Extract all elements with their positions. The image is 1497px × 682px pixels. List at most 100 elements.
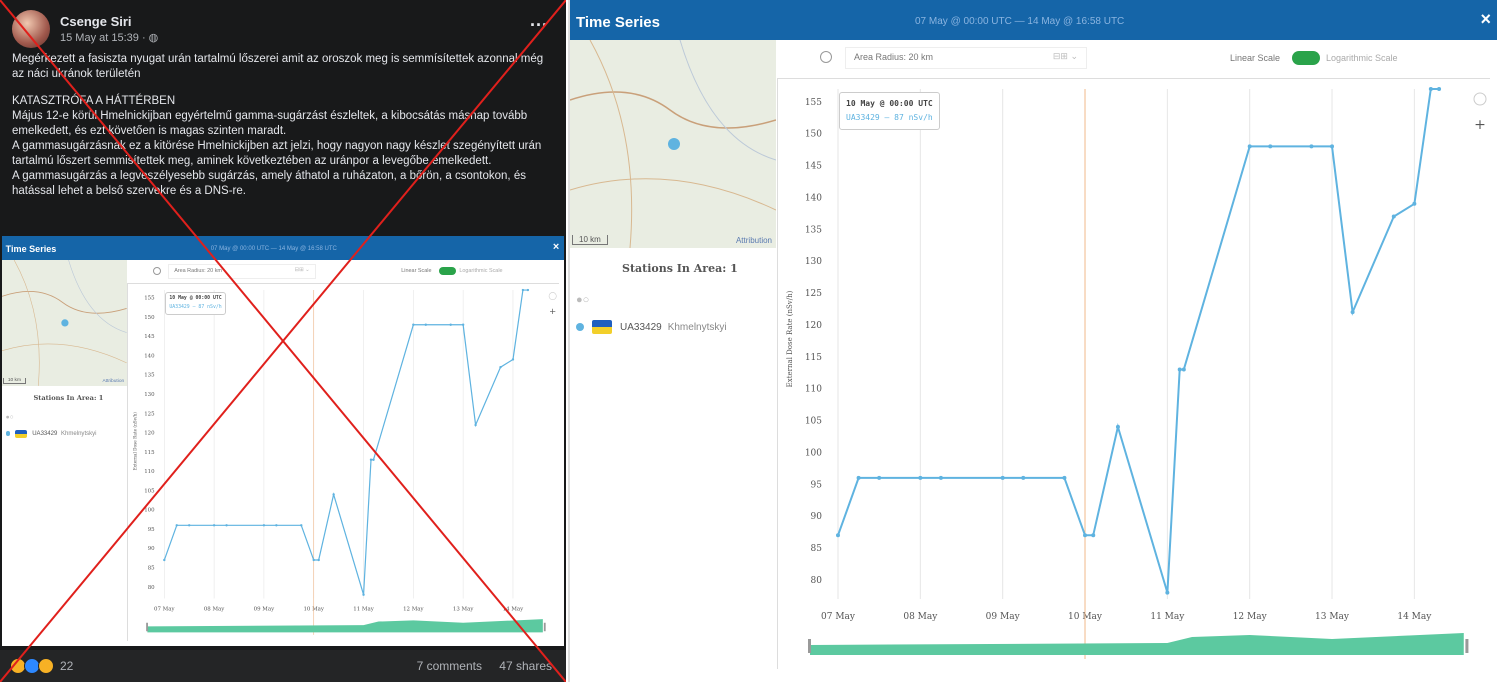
range-handle-left[interactable] xyxy=(146,622,149,632)
data-point[interactable] xyxy=(300,524,303,527)
data-point[interactable] xyxy=(332,493,336,496)
data-point[interactable] xyxy=(1350,310,1355,315)
info-icon[interactable] xyxy=(1473,92,1487,106)
data-point[interactable] xyxy=(424,323,428,327)
data-point[interactable] xyxy=(1062,475,1067,480)
zoom-in-icon[interactable]: + xyxy=(1474,117,1486,133)
range-navigator[interactable] xyxy=(147,619,544,633)
data-point[interactable] xyxy=(262,524,266,527)
data-point[interactable] xyxy=(1000,475,1005,480)
chart-area[interactable]: 07 May 08 May 09 May 10 May 11 May 12 May 13 M… xyxy=(127,283,559,642)
shares-link[interactable]: 47 shares xyxy=(499,659,552,673)
post-header: Csenge Siri 15 May at 15:39 · ◍ xyxy=(12,10,158,48)
scale-toggle[interactable] xyxy=(1292,51,1320,65)
selection-controls[interactable]: ●○ xyxy=(5,413,14,421)
station-marker[interactable] xyxy=(61,319,69,327)
range-handle-right[interactable] xyxy=(1465,639,1469,653)
data-point[interactable] xyxy=(163,558,166,562)
data-point[interactable] xyxy=(370,458,373,462)
data-point[interactable] xyxy=(1428,87,1433,91)
author-name[interactable]: Csenge Siri xyxy=(60,14,132,29)
y-tick-label: 100 xyxy=(805,448,822,458)
data-point[interactable] xyxy=(362,593,365,597)
data-point[interactable] xyxy=(1021,475,1026,480)
data-point[interactable] xyxy=(856,475,861,480)
data-point[interactable] xyxy=(499,366,502,369)
post-time[interactable]: 15 May at 15:39 · xyxy=(60,32,149,44)
data-point[interactable] xyxy=(474,423,478,427)
data-point[interactable] xyxy=(526,289,530,292)
data-point[interactable] xyxy=(877,475,882,480)
series-line[interactable] xyxy=(163,289,529,596)
station-row[interactable]: UA33429 Khmelnytskyi xyxy=(5,429,97,439)
data-point[interactable] xyxy=(836,533,840,538)
reactions[interactable]: 22 xyxy=(10,658,73,674)
data-point[interactable] xyxy=(1083,533,1088,538)
scale-toggle[interactable] xyxy=(438,266,456,276)
data-point[interactable] xyxy=(511,358,515,361)
data-point[interactable] xyxy=(938,475,943,480)
data-point[interactable] xyxy=(275,524,278,527)
comments-link[interactable]: 7 comments xyxy=(416,659,482,673)
area-radius-select[interactable]: Area Radius: 20 km ⊟⊞ ⌄ xyxy=(845,47,1087,69)
info-icon[interactable] xyxy=(548,292,557,301)
data-point[interactable] xyxy=(175,524,179,527)
station-marker[interactable] xyxy=(668,138,680,150)
data-point[interactable] xyxy=(312,558,316,562)
y-axis-label: External Dose Rate (nSv/h) xyxy=(786,290,794,387)
data-point[interactable] xyxy=(1412,201,1417,206)
data-point[interactable] xyxy=(1177,367,1182,372)
data-point[interactable] xyxy=(1115,424,1120,429)
close-button[interactable]: × xyxy=(1480,9,1491,29)
y-tick-label: 140 xyxy=(805,193,822,203)
station-row[interactable]: UA33429 Khmelnytskyi xyxy=(576,320,727,334)
data-point[interactable] xyxy=(317,558,321,562)
map-attribution[interactable]: Attribution xyxy=(102,379,125,385)
widget-title: Time Series xyxy=(576,14,660,31)
data-point[interactable] xyxy=(1330,144,1335,149)
data-point[interactable] xyxy=(918,475,923,480)
data-point[interactable] xyxy=(225,524,228,527)
linear-scale-label[interactable]: Linear Scale xyxy=(401,268,432,275)
data-point[interactable] xyxy=(1091,533,1096,538)
linear-scale-label[interactable]: Linear Scale xyxy=(1230,53,1281,63)
range-handle-right[interactable] xyxy=(544,622,546,632)
data-point[interactable] xyxy=(1181,367,1186,372)
avatar[interactable] xyxy=(12,10,50,48)
more-options-button[interactable]: ... xyxy=(529,10,548,30)
station-map[interactable]: 10 km Attribution xyxy=(2,260,127,387)
data-point[interactable] xyxy=(521,289,525,292)
date-range[interactable]: 07 May @ 00:00 UTC — 14 May @ 16:58 UTC xyxy=(210,245,337,252)
date-range[interactable]: 07 May @ 00:00 UTC — 14 May @ 16:58 UTC xyxy=(915,16,1125,27)
log-scale-label[interactable]: Logarithmic Scale xyxy=(1326,53,1398,63)
data-point[interactable] xyxy=(1247,144,1252,149)
area-radius-select[interactable]: Area Radius: 20 km ⊟⊞ ⌄ xyxy=(168,264,316,279)
station-map[interactable]: 10 km Attribution xyxy=(570,40,776,248)
range-handle-left[interactable] xyxy=(808,639,811,653)
log-scale-label[interactable]: Logarithmic Scale xyxy=(459,268,503,275)
range-navigator[interactable] xyxy=(810,633,1464,655)
line-chart[interactable]: 07 May 08 May 09 May 10 May 11 May 12 May 13 M… xyxy=(778,79,1490,669)
data-point[interactable] xyxy=(1268,144,1273,149)
locate-icon[interactable] xyxy=(153,266,162,275)
locate-icon[interactable] xyxy=(820,51,832,63)
data-point[interactable] xyxy=(372,458,375,462)
chart-area[interactable]: 07 May 08 May 09 May 10 May 11 May 12 May 13 M… xyxy=(777,78,1490,669)
data-point[interactable] xyxy=(449,323,453,327)
selection-controls[interactable]: ●○ xyxy=(576,294,590,306)
data-point[interactable] xyxy=(1437,87,1442,91)
zoom-in-icon[interactable]: + xyxy=(549,306,556,316)
y-tick-label: 120 xyxy=(144,431,155,437)
close-button[interactable]: × xyxy=(552,241,560,254)
data-point[interactable] xyxy=(412,323,415,327)
data-point[interactable] xyxy=(213,524,216,527)
line-chart[interactable]: 07 May 08 May 09 May 10 May 11 May 12 May 13 M… xyxy=(128,284,559,641)
series-line[interactable] xyxy=(837,88,1440,593)
data-point[interactable] xyxy=(1165,590,1170,595)
data-point[interactable] xyxy=(462,323,465,327)
map-attribution[interactable]: Attribution xyxy=(735,236,772,245)
data-point[interactable] xyxy=(1391,214,1396,219)
data-point[interactable] xyxy=(1309,144,1314,149)
post-image[interactable]: Time Series 07 May @ 00:00 UTC — 14 May @… xyxy=(2,236,564,646)
data-point[interactable] xyxy=(188,524,191,527)
